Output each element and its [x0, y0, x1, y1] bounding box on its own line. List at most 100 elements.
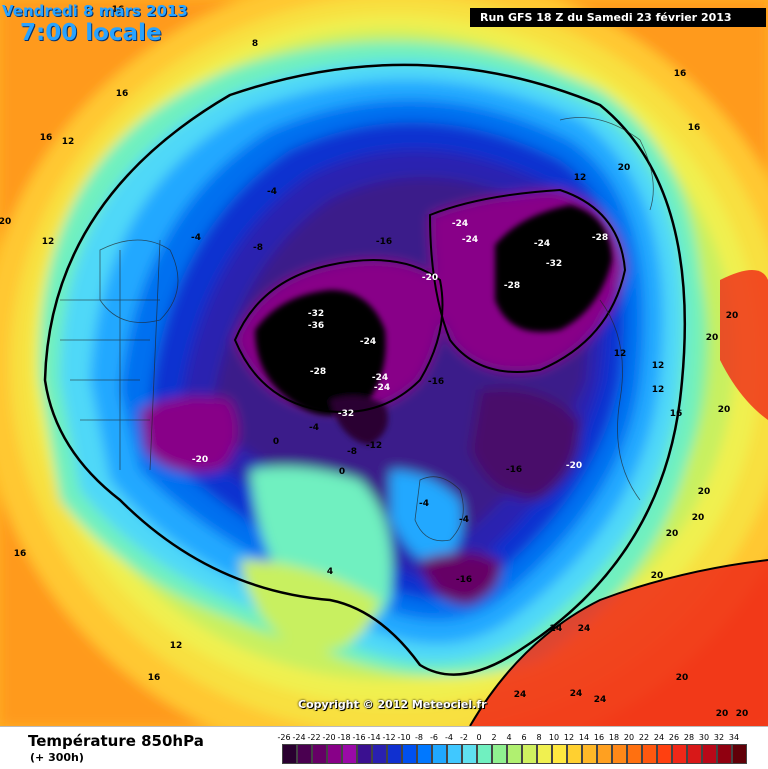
isotherm-label: -4: [459, 515, 469, 525]
legend-swatch: [612, 744, 627, 764]
legend-swatch: [402, 744, 417, 764]
isotherm-label: 24: [578, 624, 591, 634]
hot-region-asia: [720, 270, 768, 420]
legend-swatch: [342, 744, 357, 764]
color-legend: -26 -24 -22 -20 -18 -16 -14 -12 -10 -8 -6 -4 -2 0 2 4 6 8…: [277, 733, 762, 767]
isotherm-label: 16: [688, 123, 701, 133]
zero-isotherm: [43, 63, 687, 676]
isotherm-label: 0: [273, 437, 279, 447]
legend-swatch: [582, 744, 597, 764]
isotherm-label: -28: [310, 367, 326, 377]
isotherm-label: -16: [456, 575, 472, 585]
isotherm-label: -32: [308, 309, 324, 319]
isotherm-label: 16: [148, 673, 161, 683]
isotherm-label: -8: [253, 243, 263, 253]
legend-label: -10: [397, 733, 411, 742]
copyright-notice: Copyright © 2012 Meteociel.fr: [298, 698, 487, 711]
legend-swatch: [387, 744, 402, 764]
legend-swatch: [447, 744, 462, 764]
isotherm-label: -24: [534, 239, 550, 249]
isotherm-label: -4: [267, 187, 277, 197]
coastlines: [60, 117, 654, 542]
legend-label: 2: [491, 733, 497, 742]
isotherm-label: -24: [462, 235, 478, 245]
isotherm-label: 16: [14, 549, 27, 559]
isotherm-label: -36: [308, 321, 324, 331]
legend-label: 22: [638, 733, 650, 742]
isotherm-label: 16: [112, 5, 125, 15]
legend-label: -12: [382, 733, 396, 742]
isotherm-label: 4: [327, 567, 333, 577]
isotherm-label: 12: [42, 237, 55, 247]
legend-label: -14: [367, 733, 381, 742]
legend-label: -2: [460, 733, 468, 742]
legend-swatch: [567, 744, 582, 764]
cold-isotherm: [233, 259, 444, 413]
field-title: Température 850hPa: [28, 732, 204, 750]
isotherm-label: 20: [718, 405, 731, 415]
isotherm-label: 16: [40, 133, 53, 143]
isotherm-label: 20: [716, 709, 729, 719]
isotherm-label: -16: [376, 237, 392, 247]
legend-label: -16: [352, 733, 366, 742]
legend-swatch: [657, 744, 672, 764]
isotherm-label: 12: [574, 173, 587, 183]
legend-label: 28: [683, 733, 695, 742]
legend-swatch: [642, 744, 657, 764]
legend-swatch: [282, 744, 297, 764]
isotherm-label: 20: [698, 487, 711, 497]
isotherm-label: 16: [116, 89, 129, 99]
isotherm-label: 16: [670, 409, 683, 419]
legend-swatch: [327, 744, 342, 764]
legend-label: -4: [445, 733, 453, 742]
isotherm-label: 20: [736, 709, 749, 719]
legend-swatch: [687, 744, 702, 764]
legend-swatch: [417, 744, 432, 764]
legend-swatch: [597, 744, 612, 764]
isotherm-label: 24: [594, 695, 607, 705]
isotherm-label: 24: [550, 624, 563, 634]
hot-region-africa: [470, 560, 768, 726]
isotherm-label: 12: [62, 137, 75, 147]
isotherm-label: 20: [666, 529, 679, 539]
legend-label: -22: [307, 733, 321, 742]
legend-swatch: [672, 744, 687, 764]
isotherm-label: 12: [170, 641, 183, 651]
isotherm-label: 20: [676, 673, 689, 683]
legend-swatch: [477, 744, 492, 764]
isotherm-label: 12: [652, 361, 665, 371]
isotherm-label: 12: [614, 349, 627, 359]
valid-date: Vendredi 8 mars 2013: [2, 2, 188, 20]
isotherm-label: -24: [360, 337, 376, 347]
isotherm-label: 20: [726, 311, 739, 321]
cold-cores: [255, 205, 612, 445]
run-info: Run GFS 18 Z du Samedi 23 février 2013: [470, 8, 766, 27]
legend-label: -6: [430, 733, 438, 742]
isotherm-label: -24: [374, 383, 390, 393]
legend-label: 0: [476, 733, 482, 742]
legend-swatch: [432, 744, 447, 764]
legend-label: 12: [563, 733, 575, 742]
isotherm-label: -16: [506, 465, 522, 475]
isotherm-label: -12: [366, 441, 382, 451]
legend-label: -20: [322, 733, 336, 742]
legend-swatch: [357, 744, 372, 764]
isotherm-label: -20: [566, 461, 582, 471]
legend-label: 34: [728, 733, 740, 742]
legend-label: 32: [713, 733, 725, 742]
temperature-bands: [0, 0, 768, 726]
isotherm-label: 24: [570, 689, 583, 699]
legend-label: 4: [506, 733, 512, 742]
isotherm-label: -28: [592, 233, 608, 243]
isotherm-label: -32: [546, 259, 562, 269]
isotherm-label: 12: [542, 225, 555, 235]
isotherm-label: 12: [652, 385, 665, 395]
legend-label: -24: [292, 733, 306, 742]
legend-swatch: [702, 744, 717, 764]
legend-swatch: [522, 744, 537, 764]
legend-swatch: [717, 744, 732, 764]
legend-swatch: [372, 744, 387, 764]
isotherm-label: -24: [452, 219, 468, 229]
legend-label: 20: [623, 733, 635, 742]
